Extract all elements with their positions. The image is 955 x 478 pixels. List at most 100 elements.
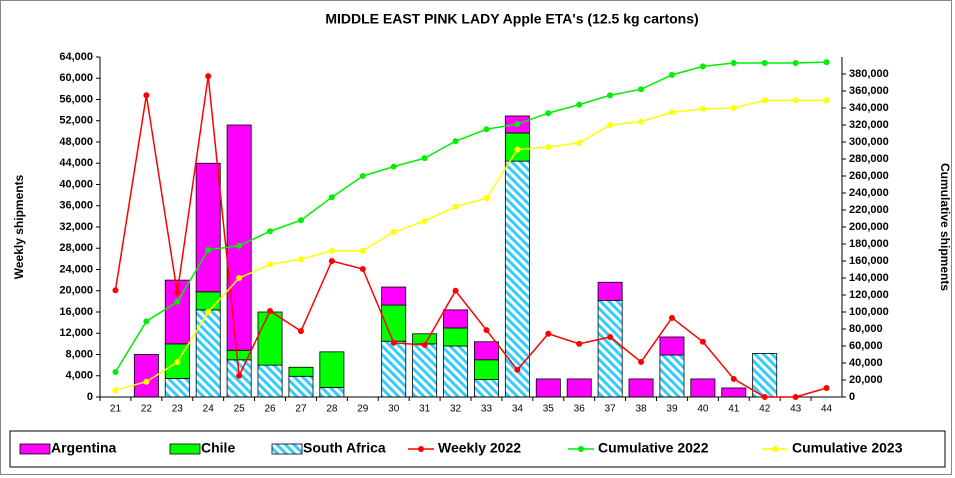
y2-tick-label: 40,000 — [849, 357, 883, 369]
line-marker — [236, 372, 243, 379]
legend-swatch — [271, 443, 303, 455]
x-tick-label: 44 — [821, 404, 833, 415]
legend-marker — [418, 446, 424, 452]
x-tick-label: 41 — [728, 404, 740, 415]
line-marker — [143, 92, 150, 99]
line-marker — [668, 109, 675, 116]
x-tick-label: 42 — [759, 404, 771, 415]
bar — [752, 353, 778, 398]
y-tick-label: 60,000 — [59, 72, 93, 84]
legend-swatch — [19, 443, 51, 455]
bar — [164, 378, 190, 398]
y-tick-label: 16,000 — [59, 306, 93, 318]
legend-label: Argentina — [51, 440, 117, 456]
bar — [195, 291, 221, 311]
line-marker — [514, 121, 521, 128]
line-marker — [545, 330, 552, 337]
line-marker — [792, 394, 799, 400]
x-tick-label: 21 — [110, 404, 122, 415]
line-marker — [576, 340, 583, 347]
x-tick-label: 40 — [697, 404, 709, 415]
line-marker — [638, 118, 645, 125]
bar — [504, 160, 530, 398]
y-tick-label: 24,000 — [59, 263, 93, 275]
line-marker — [761, 59, 768, 66]
line-marker — [205, 309, 212, 315]
line-marker — [267, 228, 274, 235]
bar — [319, 387, 345, 398]
line-marker — [638, 86, 645, 93]
y-tick-label: 44,000 — [59, 157, 93, 169]
line-marker — [297, 217, 304, 224]
line-marker — [421, 155, 428, 162]
line-marker — [823, 59, 830, 66]
line-marker — [514, 146, 521, 153]
y2-tick-label: 240,000 — [849, 187, 889, 199]
legend-label: Weekly 2022 — [438, 440, 521, 456]
line-marker — [638, 358, 645, 365]
line-marker — [297, 328, 304, 335]
line-marker — [390, 339, 397, 346]
line-marker — [483, 327, 490, 334]
line-marker — [730, 375, 737, 382]
x-tick-label: 22 — [141, 404, 153, 415]
line-marker — [112, 287, 119, 294]
line-marker — [576, 139, 583, 146]
line-marker — [359, 173, 366, 179]
bar — [474, 341, 499, 361]
bar — [474, 379, 499, 398]
bar — [690, 378, 716, 398]
y-tick-label: 4,000 — [65, 370, 93, 382]
line-marker — [205, 246, 212, 253]
x-tick-label: 32 — [450, 404, 462, 415]
y-tick-label: 64,000 — [59, 51, 93, 63]
line-marker — [823, 97, 830, 104]
line-marker — [668, 314, 675, 321]
line-marker — [328, 258, 335, 264]
legend-label: South Africa — [303, 440, 386, 456]
line-marker — [607, 122, 614, 128]
line-marker — [421, 341, 428, 348]
bar — [443, 327, 468, 347]
x-tick-label: 37 — [605, 404, 617, 415]
x-tick-label: 24 — [203, 404, 215, 415]
line-marker — [390, 229, 397, 236]
bar — [628, 378, 654, 398]
y-tick-label: 8,000 — [65, 348, 93, 360]
y2-tick-label: 100,000 — [849, 306, 889, 318]
y2-tick-label: 280,000 — [849, 153, 889, 165]
line-marker — [792, 59, 799, 66]
line-marker — [174, 359, 181, 366]
legend-label: Cumulative 2023 — [792, 440, 903, 456]
bar — [721, 387, 747, 398]
y2-tick-label: 260,000 — [849, 170, 889, 182]
line — [114, 61, 827, 373]
y2-tick-label: 0 — [849, 391, 855, 403]
bar — [535, 378, 561, 398]
line-marker — [143, 378, 150, 385]
line-marker — [452, 138, 459, 145]
line-marker — [514, 366, 521, 373]
bar — [412, 343, 438, 398]
y2-tick-label: 80,000 — [849, 323, 883, 335]
y-tick-label: 40,000 — [59, 178, 93, 190]
line-marker — [236, 242, 243, 249]
line-marker — [545, 144, 552, 151]
x-tick-label: 28 — [326, 404, 338, 415]
x-tick-label: 36 — [574, 404, 586, 415]
line-marker — [761, 97, 768, 104]
x-tick-label: 26 — [264, 404, 276, 415]
bar — [659, 336, 685, 356]
line-marker — [267, 261, 274, 268]
y-axis-label: Weekly shipments — [12, 174, 26, 279]
line-marker — [545, 110, 552, 117]
bar — [288, 366, 314, 377]
line-marker — [236, 275, 243, 281]
bar — [443, 345, 468, 398]
line-marker — [483, 126, 490, 133]
y2-tick-label: 320,000 — [849, 119, 889, 131]
bar — [597, 299, 623, 398]
legend-label: Cumulative 2022 — [598, 440, 709, 456]
y2-tick-label: 380,000 — [849, 68, 889, 80]
line-marker — [761, 394, 768, 400]
